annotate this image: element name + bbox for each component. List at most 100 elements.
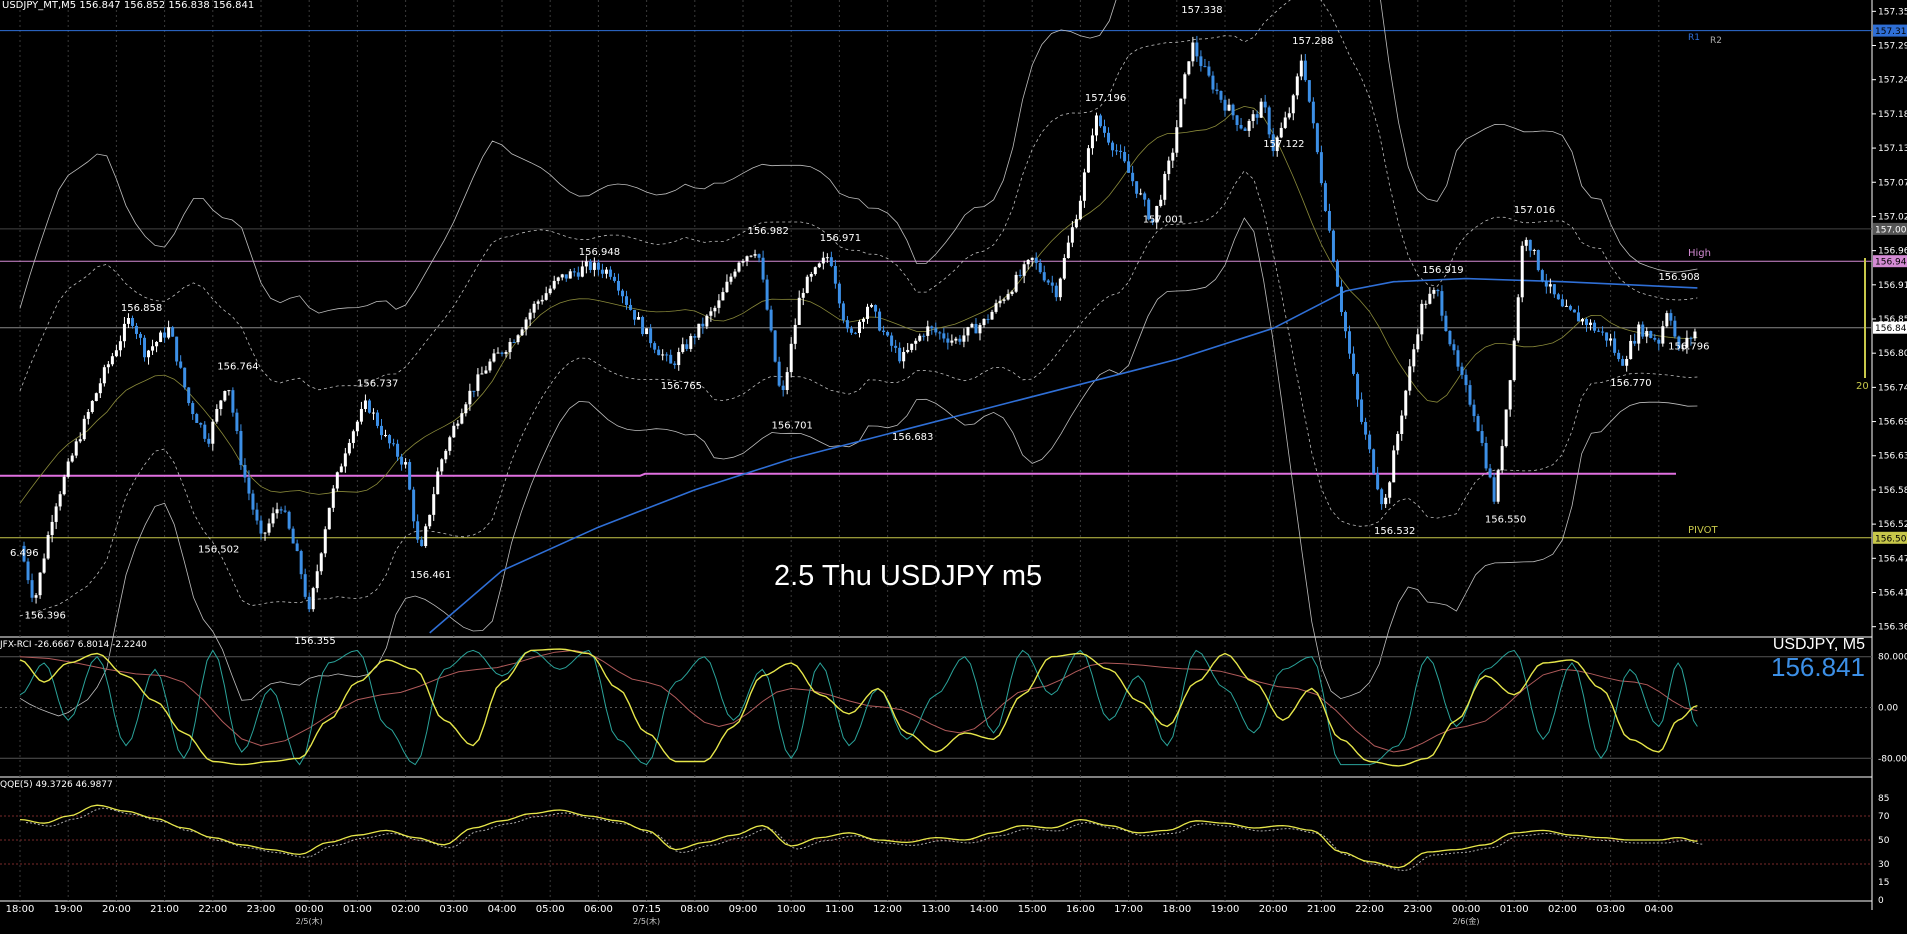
- candle-body: [1456, 350, 1460, 367]
- candle-body: [1428, 293, 1432, 304]
- candle-body: [110, 356, 114, 365]
- candle-body: [392, 443, 396, 445]
- price-tag: [1873, 24, 1907, 37]
- candle-body: [737, 262, 741, 272]
- candle-body: [207, 438, 211, 444]
- candle-body: [1062, 258, 1066, 279]
- time-tick-label: 03:00: [1596, 904, 1625, 915]
- price-tick-label: 157.075: [1878, 178, 1907, 188]
- candle-body: [946, 338, 950, 343]
- candle-body: [1207, 66, 1211, 76]
- candle-body: [1327, 211, 1331, 231]
- candle-body: [106, 364, 110, 368]
- candle-body: [183, 367, 187, 388]
- candle-body: [633, 309, 637, 320]
- candle-body: [496, 352, 500, 354]
- candle-body: [544, 293, 548, 300]
- candle-body: [1203, 66, 1207, 68]
- candle-body: [1352, 353, 1356, 374]
- candle-body: [239, 431, 243, 465]
- candle-body: [958, 338, 962, 342]
- candle-body: [1661, 326, 1665, 344]
- candle-body: [243, 464, 247, 478]
- price-annotation: 156.355: [294, 636, 335, 647]
- candle-body: [962, 335, 966, 342]
- candle-body: [1159, 199, 1163, 206]
- candle-body: [416, 521, 420, 540]
- price-annotation: 156.502: [198, 544, 239, 555]
- candle-body: [74, 441, 78, 456]
- candle-body: [155, 341, 159, 347]
- price-tick-label: 156.745: [1878, 383, 1907, 393]
- candle-body: [1283, 117, 1287, 128]
- candle-body: [1295, 76, 1299, 96]
- candle-body: [1492, 477, 1496, 502]
- support-line: [0, 472, 1676, 477]
- rci-level-label: 0.00: [1878, 704, 1898, 714]
- candle-body: [1448, 330, 1452, 345]
- candle-body: [1609, 338, 1613, 341]
- candle-body: [255, 509, 259, 521]
- candle-body: [247, 477, 251, 494]
- price-annotation: 156.919: [1422, 265, 1463, 276]
- candle-body: [1187, 61, 1191, 75]
- time-tick-label: 04:00: [488, 904, 517, 915]
- candle-body: [1657, 339, 1661, 344]
- candle-body: [187, 387, 191, 404]
- candle-body: [886, 332, 890, 336]
- price-tick-label: 156.635: [1878, 452, 1907, 462]
- candle-body: [1259, 101, 1263, 118]
- candle-body: [942, 333, 946, 339]
- candle-body: [1472, 404, 1476, 417]
- candle-body: [757, 254, 761, 258]
- candle-body: [1669, 313, 1673, 321]
- candle-body: [1564, 305, 1568, 307]
- candle-body: [950, 340, 954, 343]
- price-tag-label: 157.000: [1875, 225, 1907, 235]
- candle-body: [1645, 331, 1649, 337]
- candle-body: [829, 257, 833, 267]
- candle-body: [1396, 433, 1400, 451]
- candle-body: [1058, 278, 1062, 298]
- candle-body: [1532, 249, 1536, 251]
- candle-body: [102, 367, 106, 384]
- candle-body: [307, 596, 311, 610]
- candle-body: [629, 304, 633, 310]
- price-tick-label: 156.415: [1878, 588, 1907, 598]
- time-tick-label: 06:00: [584, 904, 613, 915]
- candle-body: [1665, 313, 1669, 327]
- candle-body: [797, 297, 801, 325]
- candle-body: [1034, 257, 1038, 263]
- price-tick-label: 157.240: [1878, 76, 1907, 86]
- candle-body: [773, 330, 777, 362]
- price-tick-label: 157.020: [1878, 212, 1907, 222]
- candle-body: [821, 257, 825, 264]
- candle-body: [1191, 42, 1195, 62]
- candle-body: [1617, 352, 1621, 360]
- candle-body: [745, 256, 749, 261]
- price-tag: [1873, 255, 1907, 268]
- qqe-level-label: 70: [1878, 812, 1890, 822]
- candle-body: [974, 323, 978, 334]
- candle-body: [215, 409, 219, 422]
- candle-body: [721, 292, 725, 301]
- candle-body: [251, 493, 255, 510]
- candle-body: [725, 281, 729, 293]
- candle-body: [1319, 152, 1323, 184]
- candle-body: [1323, 183, 1327, 212]
- candle-body: [837, 283, 841, 304]
- candle-body: [1420, 303, 1424, 335]
- candle-body: [396, 443, 400, 457]
- candle-body: [134, 325, 138, 334]
- price-annotation: 156.461: [410, 570, 451, 581]
- candle-body: [323, 529, 327, 554]
- candle-body: [604, 269, 608, 274]
- candle-body: [1649, 331, 1653, 338]
- candle-body: [1376, 473, 1380, 490]
- candle-body: [1163, 173, 1167, 200]
- candle-body: [954, 338, 958, 341]
- candle-body: [1464, 374, 1468, 386]
- candle-body: [287, 511, 291, 529]
- price-tag: [1873, 222, 1907, 235]
